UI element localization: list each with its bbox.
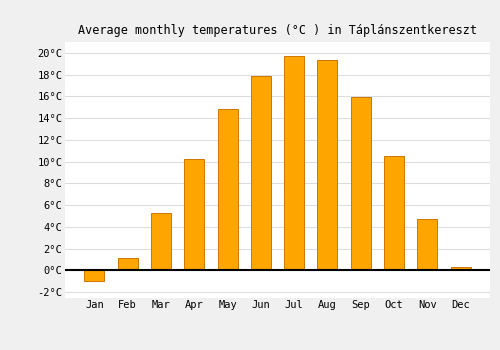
Bar: [351, 97, 371, 270]
Bar: [151, 213, 171, 270]
Bar: [318, 61, 338, 270]
Title: Average monthly temperatures (°C ) in Táplánszentkereszt: Average monthly temperatures (°C ) in Tá…: [78, 24, 477, 37]
Bar: [284, 56, 304, 270]
Bar: [218, 110, 238, 270]
Bar: [418, 219, 438, 270]
Bar: [84, 270, 104, 281]
Bar: [251, 76, 271, 270]
Bar: [118, 258, 138, 270]
Bar: [184, 159, 204, 270]
Bar: [450, 267, 470, 270]
Bar: [384, 156, 404, 270]
